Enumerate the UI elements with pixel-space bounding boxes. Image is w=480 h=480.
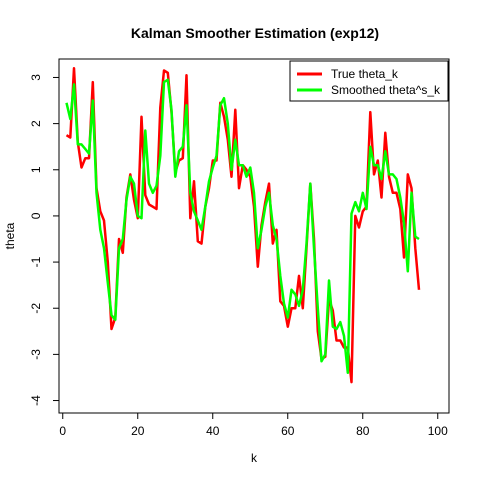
- legend-label-true: True theta_k: [331, 67, 399, 81]
- legend-label-smoothed: Smoothed theta^s_k: [331, 83, 441, 97]
- x-tick-label: 100: [428, 424, 448, 438]
- y-tick-label: 2: [29, 120, 43, 127]
- y-tick-label: 0: [29, 212, 43, 219]
- y-tick-label: -3: [29, 349, 43, 360]
- x-tick-label: 0: [59, 424, 66, 438]
- x-axis-label: k: [251, 451, 258, 465]
- x-tick-label: 60: [281, 424, 295, 438]
- y-axis: -4 -3 -2 -1 0 1 2 3: [29, 74, 60, 406]
- x-tick-label: 20: [131, 424, 145, 438]
- x-axis: 0 20 40 60 80 100: [59, 412, 448, 438]
- y-tick-label: 3: [29, 74, 43, 81]
- x-tick-label: 40: [206, 424, 220, 438]
- x-tick-label: 80: [356, 424, 370, 438]
- y-tick-label: 1: [29, 166, 43, 173]
- legend-box: [289, 60, 449, 102]
- legend: True theta_k Smoothed theta^s_k: [289, 60, 449, 102]
- y-tick-label: -4: [29, 395, 43, 406]
- chart-title: Kalman Smoother Estimation (exp12): [131, 25, 379, 41]
- y-axis-label: theta: [3, 222, 17, 249]
- series-layer: [65, 66, 421, 384]
- series-line-smoothed-theta: [65, 78, 420, 375]
- y-tick-label: -1: [29, 256, 43, 267]
- y-tick-label: -2: [29, 303, 43, 314]
